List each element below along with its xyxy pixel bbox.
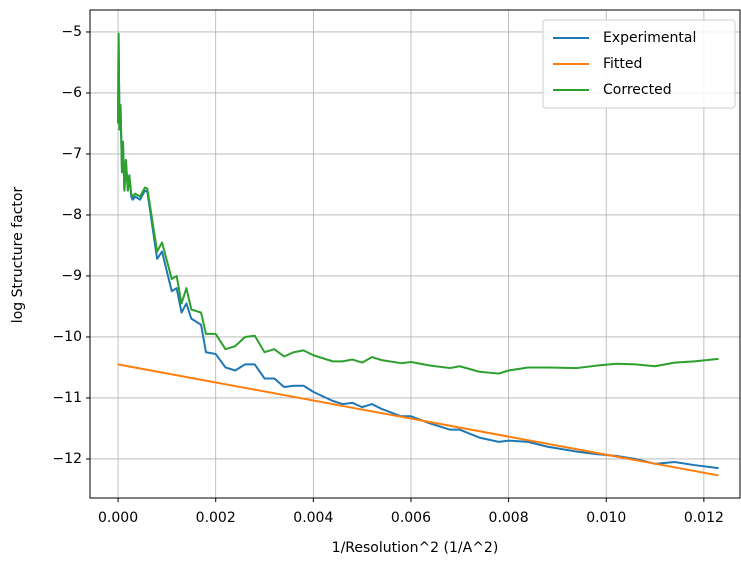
y-axis-label: log Structure factor	[10, 187, 26, 324]
legend-label: Corrected	[603, 82, 672, 98]
x-tick-label: 0.012	[684, 510, 724, 526]
x-tick-label: 0.004	[293, 510, 333, 526]
line	[117, 32, 719, 375]
plot-frame	[89, 9, 741, 499]
y-tick-label: −12	[52, 451, 82, 467]
legend-box	[542, 19, 736, 109]
y-tick-label: −5	[61, 24, 82, 40]
line	[117, 363, 719, 477]
y-tick-label: −10	[52, 329, 82, 345]
x-tick-label: 0.000	[98, 510, 138, 526]
y-tick-label: −6	[61, 85, 82, 101]
legend-label: Experimental	[603, 30, 696, 46]
x-tick-label: 0.010	[586, 510, 626, 526]
y-tick-label: −8	[61, 207, 82, 223]
legend-label: Fitted	[603, 56, 642, 72]
x-tick-label: 0.008	[489, 510, 529, 526]
x-tick-label: 0.002	[196, 510, 236, 526]
y-tick-label: −9	[61, 268, 82, 284]
y-tick-label: −11	[52, 390, 82, 406]
x-tick-label: 0.006	[391, 510, 431, 526]
y-tick-label: −7	[61, 146, 82, 162]
x-axis-label: 1/Resolution^2 (1/A^2)	[332, 540, 499, 556]
